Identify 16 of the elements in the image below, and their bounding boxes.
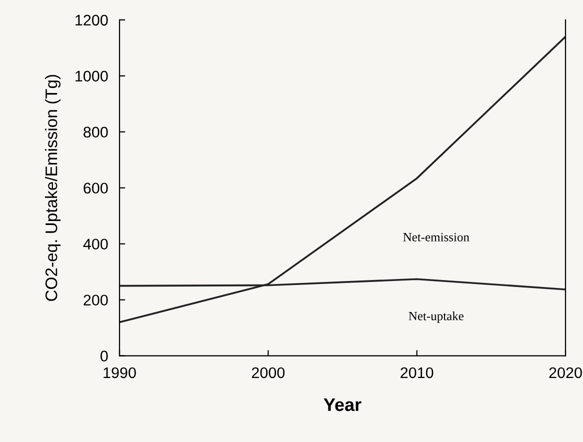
y-tick-label: 200: [84, 294, 108, 306]
y-tick-label: 400: [83, 238, 108, 250]
line-series: [120, 36, 566, 324]
x-tick-label: 2010: [400, 367, 434, 378]
annotation: Net-emission: [403, 232, 470, 242]
y-axis-title: CO2-eq. Uptake/Emission (Tg): [44, 74, 61, 301]
x-axis-title: Year: [324, 398, 362, 412]
x-tick-label: 2000: [252, 367, 285, 378]
y-tick-label: 1200: [76, 14, 108, 26]
annotation: Net-uptake: [408, 312, 464, 323]
y-tick-label: 0: [100, 350, 108, 362]
y-tick-label: 800: [84, 126, 108, 138]
x-tick-label: 1990: [104, 367, 136, 378]
y-tick-label: 600: [84, 182, 108, 194]
x-tick-label: 2020: [549, 367, 582, 378]
y-tick-label: 1000: [76, 70, 108, 82]
